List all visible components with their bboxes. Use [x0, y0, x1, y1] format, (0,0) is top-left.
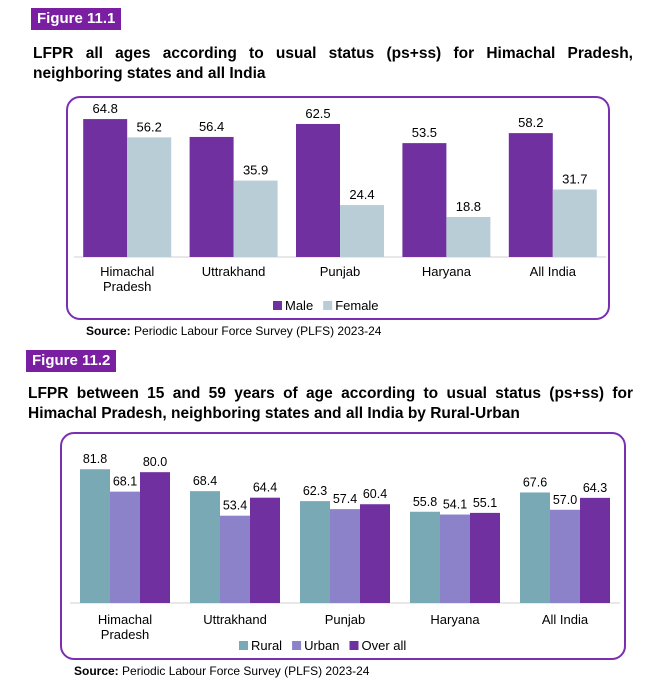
chart-1-frame: 64.8 56.2 Himachal Pradesh 56.4 35.9 Uttrakhan… — [66, 96, 610, 320]
category-label: Punjab — [325, 612, 365, 627]
source-label: Source: — [74, 664, 119, 678]
bar-rural — [410, 511, 440, 603]
chart-2-frame: 81.8 68.1 80.0 Himachal Pradesh 68.4 53.4 64.4 U… — [60, 432, 626, 660]
category-label: Uttrakhand — [202, 264, 266, 279]
legend-swatch — [239, 641, 248, 650]
data-label: 55.8 — [413, 495, 437, 509]
bar-rural — [80, 469, 110, 603]
data-label: 54.1 — [443, 498, 467, 512]
category-label: Pradesh — [101, 627, 149, 642]
legend-label: Male — [285, 298, 313, 313]
figure-11-2-source: Source: Periodic Labour Force Survey (PL… — [74, 664, 369, 678]
category-label: Haryana — [422, 264, 472, 279]
figure-11-2-title: LFPR between 15 and 59 years of age acco… — [28, 385, 633, 422]
data-label: 62.3 — [303, 484, 327, 498]
legend-swatch — [273, 301, 282, 310]
data-label: 67.6 — [523, 475, 547, 489]
data-label: 81.8 — [83, 452, 107, 466]
bar-over-all — [250, 497, 280, 603]
bar-male — [402, 143, 447, 257]
data-label: 68.1 — [113, 475, 137, 489]
bar-rural — [300, 501, 330, 603]
data-label: 57.0 — [553, 493, 577, 507]
data-label: 64.3 — [583, 481, 607, 495]
data-label: 68.4 — [193, 474, 217, 488]
bar-female — [340, 205, 384, 257]
figure-11-1-tag: Figure 11.1 — [31, 8, 122, 30]
data-label: 80.0 — [143, 455, 167, 469]
data-label: 57.4 — [333, 492, 357, 506]
legend: Male Female — [273, 298, 379, 313]
bar-over-all — [470, 512, 500, 603]
figure-11-1-title: LFPR all ages according to usual status … — [33, 45, 633, 82]
bar-over-all — [140, 472, 170, 603]
legend-swatch — [323, 301, 333, 310]
figure-11-2-tag: Figure 11.2 — [26, 350, 117, 372]
legend-label: Over all — [362, 638, 407, 653]
bar-over-all — [360, 504, 390, 603]
legend-label: Female — [335, 298, 378, 313]
source-label: Source: — [86, 324, 131, 338]
bar-male — [83, 119, 128, 257]
data-label: 53.5 — [412, 125, 437, 140]
category-label: Himachal — [100, 264, 154, 279]
data-label: 58.2 — [518, 115, 543, 130]
bar-male — [189, 136, 234, 257]
data-label: 55.1 — [473, 496, 497, 510]
legend-swatch — [292, 641, 302, 650]
data-label: 60.4 — [363, 487, 387, 501]
source-text: Periodic Labour Force Survey (PLFS) 2023… — [130, 324, 382, 338]
data-label: 64.8 — [93, 101, 118, 116]
bar-urban — [330, 509, 360, 603]
bar-urban — [110, 491, 140, 603]
bar-female — [233, 180, 278, 257]
data-label: 31.7 — [562, 172, 587, 187]
legend-label: Rural — [251, 638, 282, 653]
legend: Rural Urban Over all — [239, 638, 406, 653]
category-label: All India — [542, 612, 589, 627]
category-label: Haryana — [430, 612, 480, 627]
bar-rural — [190, 491, 220, 603]
source-text: Periodic Labour Force Survey (PLFS) 2023… — [118, 664, 370, 678]
bar-urban — [440, 514, 470, 603]
bar-male — [508, 133, 553, 257]
bar-male — [296, 123, 340, 257]
data-label: 35.9 — [243, 163, 268, 178]
bar-over-all — [580, 497, 610, 603]
bar-female — [552, 189, 597, 257]
bar-rural — [520, 492, 550, 603]
data-label: 56.2 — [137, 119, 162, 134]
category-label: Punjab — [320, 264, 360, 279]
category-label: Pradesh — [103, 279, 151, 294]
figure-11-1-source: Source: Periodic Labour Force Survey (PL… — [86, 324, 381, 338]
category-label: All India — [530, 264, 577, 279]
data-label: 64.4 — [253, 481, 277, 495]
data-label: 24.4 — [349, 187, 374, 202]
bar-urban — [220, 515, 250, 603]
data-label: 53.4 — [223, 499, 247, 513]
data-label: 18.8 — [456, 199, 481, 214]
data-label: 56.4 — [199, 119, 224, 134]
category-label: Uttrakhand — [203, 612, 267, 627]
legend-label: Urban — [304, 638, 339, 653]
bar-female — [446, 216, 491, 257]
bar-urban — [550, 509, 580, 603]
bar-female — [127, 137, 172, 257]
category-label: Himachal — [98, 612, 152, 627]
data-label: 62.5 — [305, 106, 330, 121]
legend-swatch — [349, 641, 359, 650]
